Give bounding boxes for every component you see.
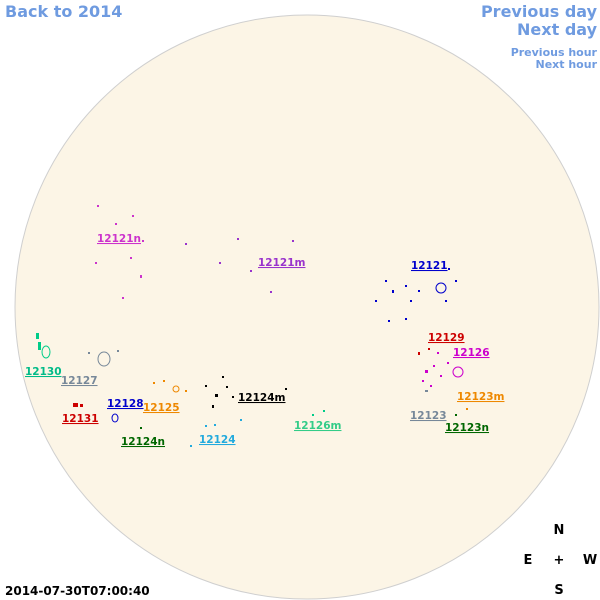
region-label[interactable]: 12128: [107, 398, 144, 410]
spot-group: [205, 376, 287, 408]
region-label[interactable]: 12125: [143, 402, 180, 414]
spot-contour: [435, 282, 447, 294]
back-link[interactable]: Back to 2014: [5, 2, 122, 21]
spot-group: [185, 238, 294, 293]
region-label[interactable]: 12127: [61, 375, 98, 387]
spot-group: [153, 380, 468, 410]
previous-day-link[interactable]: Previous day: [481, 2, 598, 21]
spot-group: [422, 352, 449, 387]
compass-south: S: [554, 583, 563, 598]
compass-north: N: [554, 523, 565, 538]
spot-contour: [172, 385, 180, 393]
spot-group: [36, 333, 325, 416]
spot-group: [375, 268, 457, 322]
spot-group: [190, 419, 242, 447]
region-label[interactable]: 12129: [428, 332, 465, 344]
region-label[interactable]: 12126: [453, 347, 490, 359]
solar-disk: [14, 14, 600, 600]
region-label[interactable]: 12126m: [294, 420, 342, 432]
spot-contour: [97, 351, 111, 367]
compass-center: +: [554, 553, 565, 568]
spot-contour: [452, 366, 464, 378]
region-label[interactable]: 12123n: [445, 422, 489, 434]
next-day-link[interactable]: Next day: [517, 20, 598, 39]
spot-group: [73, 348, 430, 407]
spot-contour: [111, 413, 119, 423]
region-label[interactable]: 12123m: [457, 391, 505, 403]
compass-east: E: [524, 553, 533, 568]
region-label[interactable]: 12124n: [121, 436, 165, 448]
compass-west: W: [583, 553, 597, 568]
region-label[interactable]: 12121m: [258, 257, 306, 269]
region-label[interactable]: 12121n: [97, 233, 141, 245]
region-label[interactable]: 12124: [199, 434, 236, 446]
next-hour-link[interactable]: Next hour: [536, 58, 598, 71]
previous-hour-link[interactable]: Previous hour: [511, 46, 598, 59]
region-label[interactable]: 12131: [62, 413, 99, 425]
region-label[interactable]: 12123: [410, 410, 447, 422]
spot-group: [95, 205, 144, 299]
region-label[interactable]: 12130: [25, 366, 62, 378]
region-label[interactable]: 12121: [411, 260, 448, 272]
spot-group: [140, 414, 457, 429]
spot-group: [88, 350, 428, 392]
spot-contour: [41, 345, 51, 359]
region-label[interactable]: 12124m: [238, 392, 286, 404]
spots: [36, 205, 468, 447]
timestamp: 2014-07-30T07:00:40: [5, 584, 150, 598]
